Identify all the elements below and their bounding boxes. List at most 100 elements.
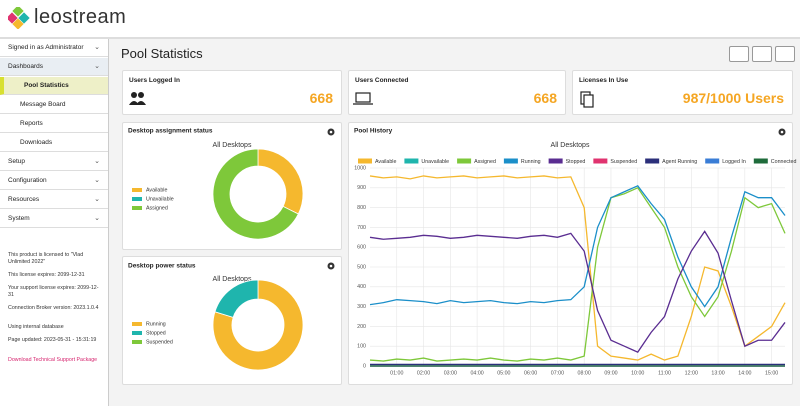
donut-segment	[212, 148, 299, 240]
chart-subtitle: All Desktops	[213, 142, 252, 149]
x-tick-label: 15:00	[765, 370, 778, 376]
y-tick-label: 900	[357, 185, 366, 191]
x-tick-label: 06:00	[524, 370, 537, 376]
laptop-icon	[353, 92, 373, 105]
stat-card: Users Connected 668	[348, 70, 566, 115]
legend-label: Suspended	[146, 339, 173, 345]
series-line	[369, 185, 786, 308]
lock-button[interactable]	[729, 46, 749, 62]
stat-card: Licenses In Use 987/1000 Users	[572, 70, 793, 115]
legend-label: Suspended	[610, 159, 637, 165]
legend-label: Unavailable	[146, 196, 174, 202]
series-line	[369, 186, 786, 362]
legend-label: Running	[521, 159, 541, 165]
menu-label: Setup	[8, 158, 25, 165]
menu-item[interactable]: Resources ⌄	[0, 191, 108, 209]
license-text: This product is licensed to "Vlad Unlimi…	[8, 252, 84, 265]
y-tick-label: 300	[357, 304, 366, 310]
donut-segment	[212, 279, 304, 371]
submenu-item[interactable]: Message Board	[0, 96, 108, 114]
legend-swatch	[132, 331, 142, 335]
license-text: This license expires: 2099-12-31	[8, 272, 85, 278]
user-menu[interactable]: Signed in as Administrator ⌄	[0, 39, 108, 57]
legend-label: Assigned	[146, 205, 168, 211]
legend-swatch	[132, 197, 142, 201]
gear-icon[interactable]	[327, 128, 335, 136]
y-tick-label: 200	[357, 324, 366, 330]
legend-swatch	[503, 158, 518, 164]
users-icon	[129, 92, 146, 105]
license-text: Connection Broker version: 2023.1.0.4	[8, 305, 99, 311]
legend-swatch	[645, 158, 660, 164]
x-tick-label: 02:00	[417, 370, 430, 376]
legend-label: Available	[146, 187, 167, 193]
stat-card: Users Logged In 668	[122, 70, 342, 115]
expand-button[interactable]	[775, 46, 795, 62]
legend-label: Stopped	[566, 159, 586, 165]
x-tick-label: 08:00	[578, 370, 591, 376]
refresh-button[interactable]	[752, 46, 772, 62]
y-tick-label: 700	[357, 225, 366, 231]
x-tick-label: 12:00	[685, 370, 698, 376]
x-tick-label: 14:00	[738, 370, 751, 376]
submenu-item[interactable]: Reports	[0, 115, 108, 133]
legend-swatch	[593, 158, 608, 164]
gear-icon[interactable]	[327, 262, 335, 270]
x-tick-label: 10:00	[631, 370, 644, 376]
legend-label: Unavailable	[421, 159, 449, 165]
x-tick-label: 03:00	[444, 370, 457, 376]
menu-item[interactable]: Configuration ⌄	[0, 172, 108, 190]
donut-segment	[214, 279, 259, 318]
x-tick-label: 05:00	[497, 370, 510, 376]
header: leostream	[0, 0, 800, 39]
y-tick-label: 800	[357, 205, 366, 211]
y-tick-label: 1000	[354, 165, 366, 171]
license-text: Using internal database	[8, 324, 64, 330]
x-tick-label: 09:00	[604, 370, 617, 376]
legend-label: Stopped	[146, 330, 166, 336]
menu-label: Configuration	[8, 177, 47, 184]
chart-title: Desktop assignment status	[128, 128, 213, 135]
logo[interactable]: leostream	[34, 6, 127, 28]
submenu-item[interactable]: Downloads	[0, 134, 108, 152]
menu-item[interactable]: Setup ⌄	[0, 153, 108, 171]
license-text: Your support license expires: 2099-12-31	[8, 285, 99, 298]
legend-label: Agent Running	[662, 159, 697, 165]
series-line	[369, 175, 786, 361]
menu-label: System	[8, 215, 30, 222]
chart-title: Pool History	[354, 128, 393, 135]
stat-value: 668	[309, 90, 333, 106]
stat-label: Licenses In Use	[579, 77, 629, 84]
logo-icon	[8, 7, 30, 29]
y-tick-label: 0	[363, 363, 366, 369]
gear-icon[interactable]	[778, 128, 786, 136]
y-tick-label: 500	[357, 264, 366, 270]
signed-in: Signed in as Administrator	[8, 44, 84, 51]
y-tick-label: 100	[357, 344, 366, 350]
x-tick-label: 01:00	[390, 370, 403, 376]
copy-icon	[580, 91, 594, 108]
legend-swatch	[457, 158, 472, 164]
submenu-label: Message Board	[20, 101, 66, 108]
menu-item[interactable]: System ⌄	[0, 210, 108, 228]
x-tick-label: 13:00	[711, 370, 724, 376]
legend-swatch	[548, 158, 563, 164]
legend-label: Logged In	[722, 159, 746, 165]
menu-item[interactable]: Dashboards ⌄	[0, 58, 108, 76]
menu-label: Resources	[8, 196, 40, 203]
y-tick-label: 600	[357, 245, 366, 251]
legend-swatch	[705, 158, 720, 164]
legend-swatch	[753, 158, 768, 164]
stat-label: Users Connected	[355, 77, 409, 84]
stat-value: 987/1000 Users	[682, 90, 784, 106]
support-link[interactable]: Download Technical Support Package	[8, 357, 98, 363]
chart-subtitle: All Desktops	[551, 142, 590, 149]
legend-label: Available	[375, 159, 396, 165]
legend-label: Connected	[771, 159, 797, 165]
license-text: Page updated: 2023-05-31 - 15:31:19	[8, 337, 97, 343]
submenu-item[interactable]: Pool Statistics	[0, 77, 108, 95]
legend-label: Assigned	[474, 159, 496, 165]
submenu-label: Downloads	[20, 139, 53, 146]
